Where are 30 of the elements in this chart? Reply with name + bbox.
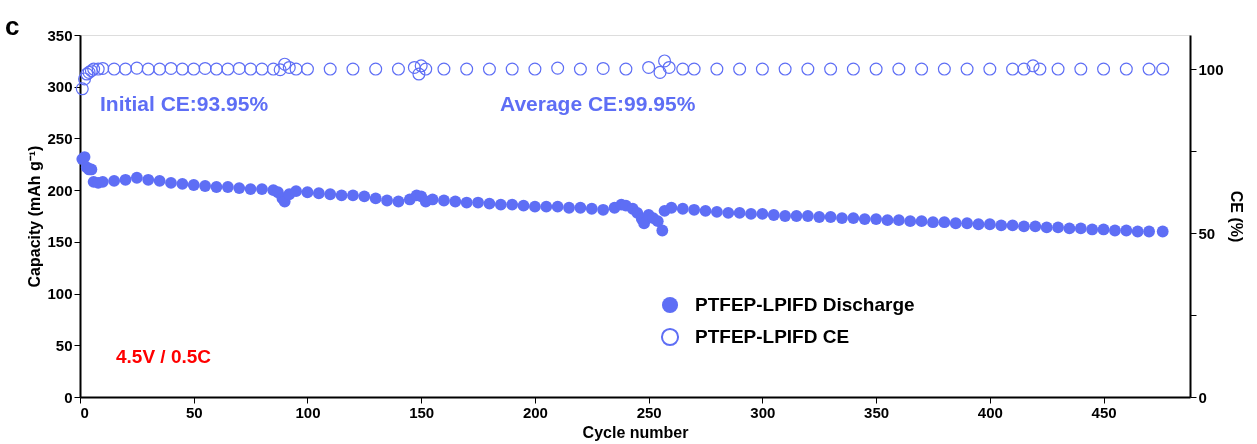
y2-tick-label: 100 — [1198, 60, 1224, 78]
y-axis-title: Capacity (mAh g⁻¹) — [26, 145, 44, 288]
y-tick-label: 300 — [47, 78, 73, 96]
y-tick-label: 200 — [47, 181, 73, 199]
y-tick-label: 100 — [47, 285, 73, 303]
x-tick-label: 450 — [1091, 403, 1117, 421]
legend-label: PTFEP-LPIFD Discharge — [695, 294, 915, 315]
y-tick-label: 0 — [64, 388, 73, 406]
y2-axis-title: CE (%) — [1227, 190, 1245, 243]
legend-label: PTFEP-LPIFD CE — [695, 326, 850, 347]
y-tick-label: 350 — [47, 26, 73, 44]
y-tick-label: 50 — [55, 336, 73, 354]
x-axis-title: Cycle number — [582, 423, 689, 441]
x-tick-label: 100 — [295, 403, 321, 421]
x-tick-label: 200 — [522, 403, 548, 421]
x-tick-label: 350 — [864, 403, 890, 421]
y2-tick-label: 50 — [1198, 224, 1216, 242]
x-tick-label: 400 — [977, 403, 1003, 421]
annotation: Average CE:99.95% — [500, 92, 696, 115]
x-tick-label: 250 — [636, 403, 662, 421]
annotation: 4.5V / 0.5C — [116, 346, 212, 367]
y-tick-label: 150 — [47, 233, 73, 251]
x-tick-label: 50 — [185, 403, 203, 421]
x-tick-label: 0 — [80, 403, 89, 421]
y2-tick-label: 0 — [1198, 388, 1207, 406]
x-tick-label: 300 — [750, 403, 776, 421]
x-tick-label: 150 — [409, 403, 435, 421]
y-tick-label: 250 — [47, 129, 73, 147]
text: c — [5, 11, 20, 41]
annotation: Initial CE:93.95% — [100, 92, 269, 115]
